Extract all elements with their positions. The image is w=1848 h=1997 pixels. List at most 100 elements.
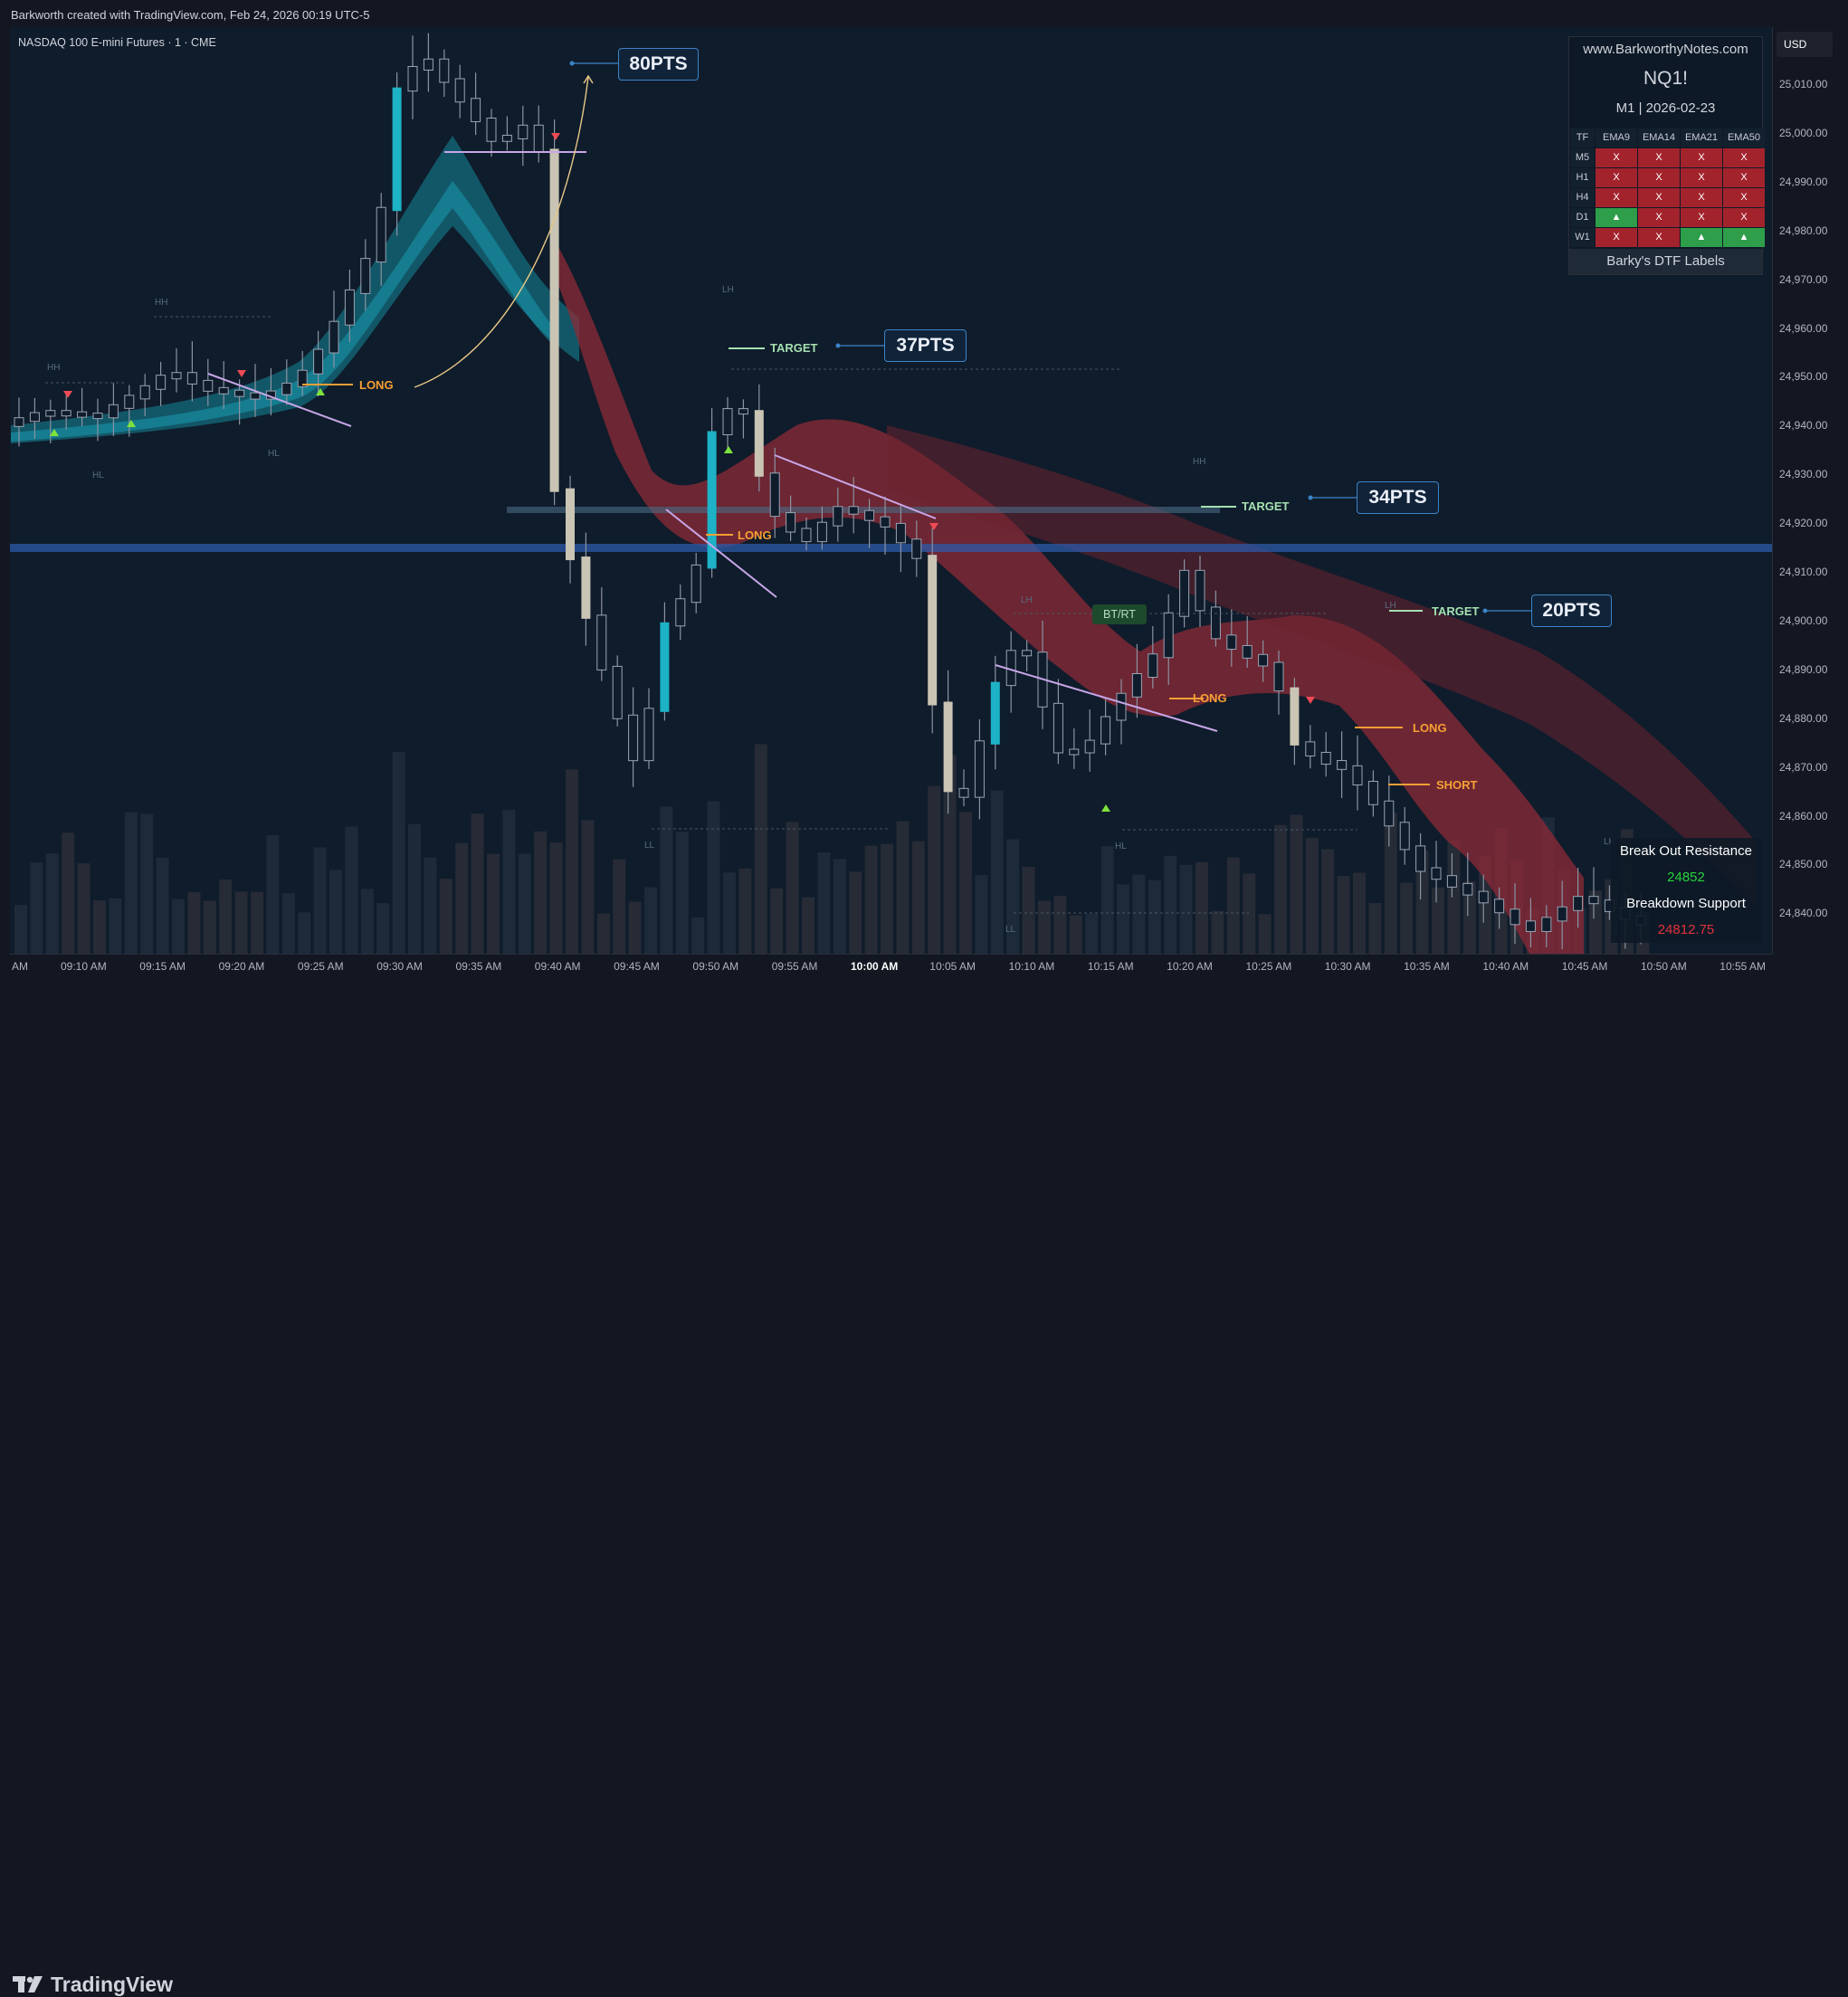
ema-row-label: D1 bbox=[1570, 208, 1595, 227]
time-axis[interactable]: AM 09:10 AM 09:15 AM 09:20 AM 09:25 AM 09:30 … bbox=[10, 954, 1772, 978]
chart-area[interactable] bbox=[10, 27, 1772, 954]
target-label: TARGET bbox=[1242, 499, 1290, 513]
ema-cell: X bbox=[1638, 228, 1680, 247]
ema-cell: X bbox=[1681, 208, 1722, 227]
ema-cell: X bbox=[1596, 148, 1637, 167]
time-tick: 09:30 AM bbox=[376, 960, 423, 973]
ema-cell: X bbox=[1681, 168, 1722, 187]
short-label: SHORT bbox=[1436, 778, 1478, 792]
time-tick: 10:05 AM bbox=[929, 960, 976, 973]
time-tick: 10:40 AM bbox=[1482, 960, 1529, 973]
ema-cell: ▲ bbox=[1723, 228, 1765, 247]
target-label: TARGET bbox=[770, 341, 818, 355]
ema-cell: X bbox=[1681, 148, 1722, 167]
tradingview-logo-icon bbox=[13, 1975, 43, 1992]
brand-name: TradingView bbox=[51, 1973, 174, 1996]
target-label: TARGET bbox=[1432, 604, 1480, 618]
time-tick: 10:15 AM bbox=[1087, 960, 1134, 973]
price-tick: 24,880.00 bbox=[1779, 711, 1828, 725]
price-tick: 24,940.00 bbox=[1779, 419, 1828, 433]
ema-cell: X bbox=[1638, 188, 1680, 207]
long-label: LONG bbox=[1413, 721, 1447, 735]
time-tick: 09:10 AM bbox=[61, 960, 107, 973]
ema-cell: ▲ bbox=[1681, 228, 1722, 247]
price-tick: 25,010.00 bbox=[1779, 78, 1828, 90]
time-tick: 09:45 AM bbox=[614, 960, 660, 973]
ema-col-header: EMA50 bbox=[1723, 128, 1765, 147]
ema-row-label: H1 bbox=[1570, 168, 1595, 187]
price-axis[interactable]: 25,010.00 25,000.00 24,990.00 24,980.00 24,9… bbox=[1772, 27, 1838, 954]
price-tick: 24,840.00 bbox=[1779, 907, 1828, 920]
price-tick: 24,860.00 bbox=[1779, 809, 1828, 823]
ema-cell: X bbox=[1596, 168, 1637, 187]
long-label: LONG bbox=[359, 378, 394, 392]
ema-cell: X bbox=[1638, 148, 1680, 167]
ema-col-header: TF bbox=[1570, 128, 1595, 147]
time-tick: 10:55 AM bbox=[1719, 960, 1766, 973]
long-label: LONG bbox=[738, 528, 772, 542]
ema-cell: X bbox=[1638, 168, 1680, 187]
price-tick: 24,920.00 bbox=[1779, 517, 1828, 530]
pts-badge-34: 34PTS bbox=[1357, 481, 1439, 514]
top-bar: Barkworth created with TradingView.com, … bbox=[0, 0, 1848, 27]
panel-footer: Barky's DTF Labels bbox=[1569, 249, 1762, 274]
price-tick: 24,850.00 bbox=[1779, 858, 1828, 871]
support-label: Breakdown Support bbox=[1626, 896, 1746, 911]
symbol-name: NQ1! bbox=[1643, 68, 1688, 89]
price-tick: 24,990.00 bbox=[1779, 175, 1828, 188]
time-tick: 09:40 AM bbox=[534, 960, 581, 973]
long-label: LONG bbox=[1193, 691, 1227, 705]
ema-cell: X bbox=[1596, 188, 1637, 207]
time-tick: 10:45 AM bbox=[1561, 960, 1608, 973]
time-tick: 09:20 AM bbox=[218, 960, 265, 973]
time-tick: 09:15 AM bbox=[139, 960, 186, 973]
support-value: 24812.75 bbox=[1657, 922, 1715, 937]
ema-row-label: M5 bbox=[1570, 148, 1595, 167]
time-tick: 10:50 AM bbox=[1641, 960, 1687, 973]
price-tick: 24,900.00 bbox=[1779, 613, 1828, 627]
price-tick: 25,000.00 bbox=[1779, 126, 1828, 139]
time-tick: 10:25 AM bbox=[1245, 960, 1292, 973]
site-url: www.BarkworthyNotes.com bbox=[1583, 42, 1748, 57]
price-tick: 24,890.00 bbox=[1779, 662, 1828, 676]
ema-col-header: EMA9 bbox=[1596, 128, 1637, 147]
ema-cell: X bbox=[1638, 208, 1680, 227]
price-tick: 24,930.00 bbox=[1779, 468, 1828, 481]
levels-panel: Break Out Resistance 24852 Breakdown Sup… bbox=[1611, 838, 1761, 943]
time-tick: 09:25 AM bbox=[297, 960, 344, 973]
symbol-label[interactable]: NASDAQ 100 E-mini Futures · 1 · CME bbox=[18, 36, 216, 49]
time-tick: AM bbox=[12, 960, 28, 973]
price-tick: 24,950.00 bbox=[1779, 370, 1828, 384]
time-tick: 09:50 AM bbox=[692, 960, 739, 973]
chart-credit: Barkworth created with TradingView.com, … bbox=[11, 8, 370, 22]
ema-cell: X bbox=[1723, 148, 1765, 167]
resistance-label: Break Out Resistance bbox=[1620, 843, 1752, 859]
ema-cell: X bbox=[1723, 208, 1765, 227]
dtf-info-panel: www.BarkworthyNotes.com NQ1! M1 | 2026-0… bbox=[1568, 36, 1765, 275]
price-tick: 24,980.00 bbox=[1779, 223, 1828, 237]
ema-row-label: H4 bbox=[1570, 188, 1595, 207]
currency-badge[interactable]: USD bbox=[1777, 32, 1833, 57]
resistance-value: 24852 bbox=[1667, 870, 1705, 885]
time-tick: 09:35 AM bbox=[455, 960, 502, 973]
price-tick: 24,960.00 bbox=[1779, 321, 1828, 335]
timeframe-date: M1 | 2026-02-23 bbox=[1615, 100, 1716, 116]
ema-col-header: EMA14 bbox=[1638, 128, 1680, 147]
price-tick: 24,910.00 bbox=[1779, 566, 1828, 578]
pts-badge-37: 37PTS bbox=[884, 329, 967, 362]
time-tick: 09:55 AM bbox=[771, 960, 818, 973]
btrt-badge: BT/RT bbox=[1092, 604, 1147, 624]
pts-badge-20: 20PTS bbox=[1531, 594, 1612, 627]
tradingview-logo[interactable]: TradingView bbox=[13, 1973, 173, 1997]
time-tick: 10:30 AM bbox=[1324, 960, 1371, 973]
pts-badge-80: 80PTS bbox=[618, 48, 699, 81]
time-tick: 10:35 AM bbox=[1404, 960, 1450, 973]
footer: TradingView bbox=[0, 977, 1848, 1996]
ema-cell: ▲ bbox=[1596, 208, 1637, 227]
ema-grid: TF EMA9 EMA14 EMA21 EMA50 M5 X X X X H1 X X X X H4 X X X X D… bbox=[1569, 128, 1765, 247]
ema-col-header: EMA21 bbox=[1681, 128, 1722, 147]
time-tick: 10:00 AM bbox=[851, 960, 899, 973]
ema-cell: X bbox=[1723, 168, 1765, 187]
time-tick: 10:20 AM bbox=[1167, 960, 1213, 973]
price-tick: 24,970.00 bbox=[1779, 272, 1828, 286]
